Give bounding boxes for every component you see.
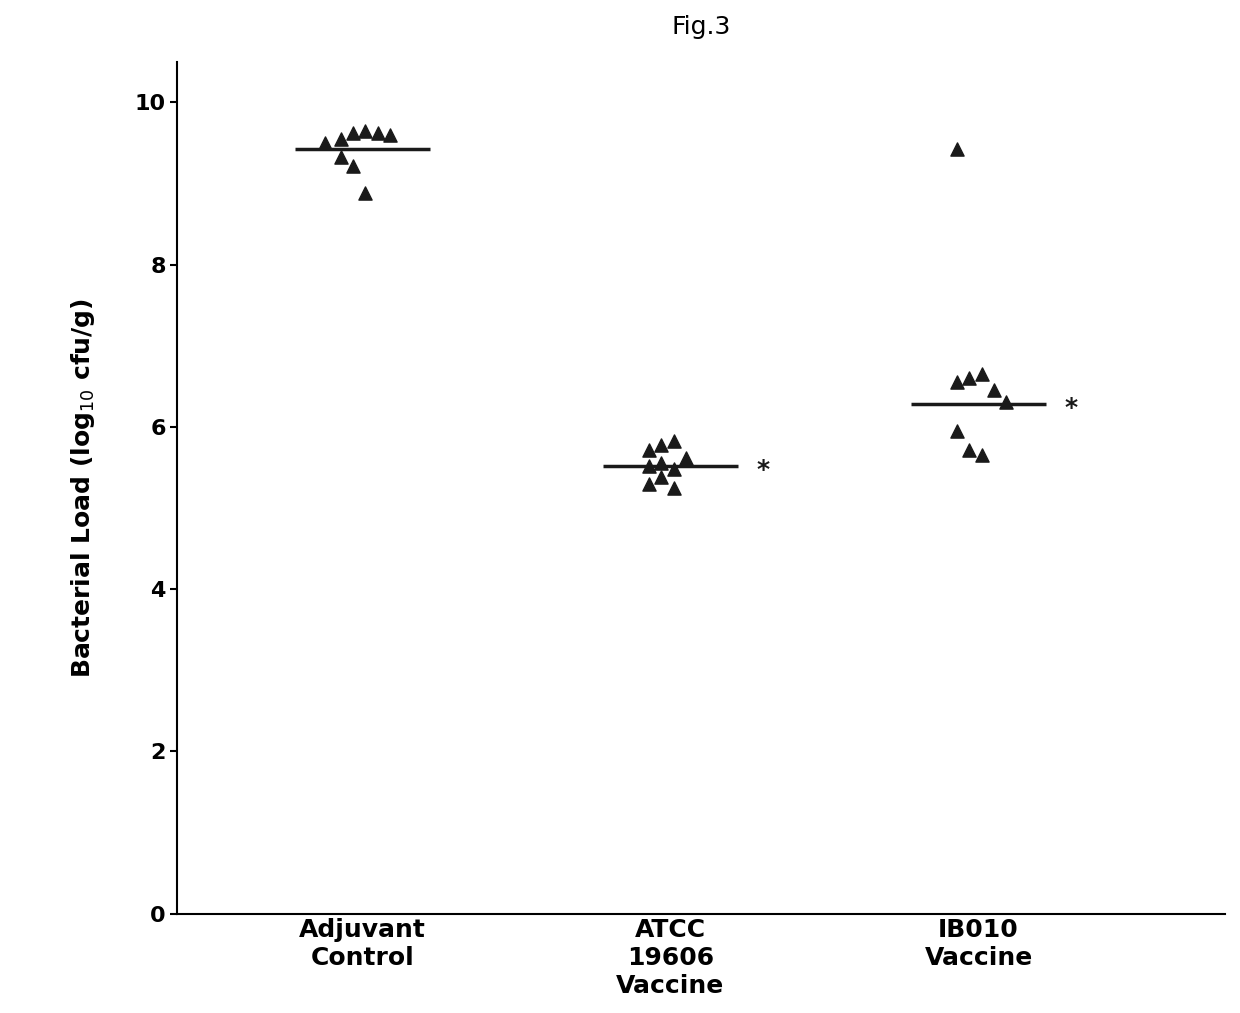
Point <box>331 149 351 165</box>
Point <box>996 394 1016 410</box>
Point <box>639 475 658 491</box>
Title: Fig.3: Fig.3 <box>672 15 730 38</box>
Text: *: * <box>1065 396 1078 420</box>
Point <box>972 366 992 382</box>
Point <box>947 141 967 157</box>
Point <box>315 135 335 151</box>
Point <box>663 461 683 477</box>
Point <box>368 125 388 141</box>
Point <box>651 469 671 485</box>
Point <box>947 374 967 390</box>
Text: Bacterial Load (log$_{10}$ cfu/g): Bacterial Load (log$_{10}$ cfu/g) <box>69 298 97 678</box>
Point <box>651 437 671 453</box>
Point <box>960 442 980 458</box>
Point <box>343 157 363 173</box>
Point <box>663 434 683 450</box>
Point <box>972 447 992 463</box>
Point <box>676 450 696 466</box>
Point <box>356 123 376 139</box>
Point <box>985 382 1004 398</box>
Text: *: * <box>756 458 770 482</box>
Point <box>947 422 967 439</box>
Point <box>356 185 376 202</box>
Point <box>331 131 351 147</box>
Point <box>663 479 683 495</box>
Point <box>960 370 980 386</box>
Point <box>381 127 401 143</box>
Point <box>639 442 658 458</box>
Point <box>343 125 363 141</box>
Point <box>651 455 671 471</box>
Point <box>639 458 658 474</box>
